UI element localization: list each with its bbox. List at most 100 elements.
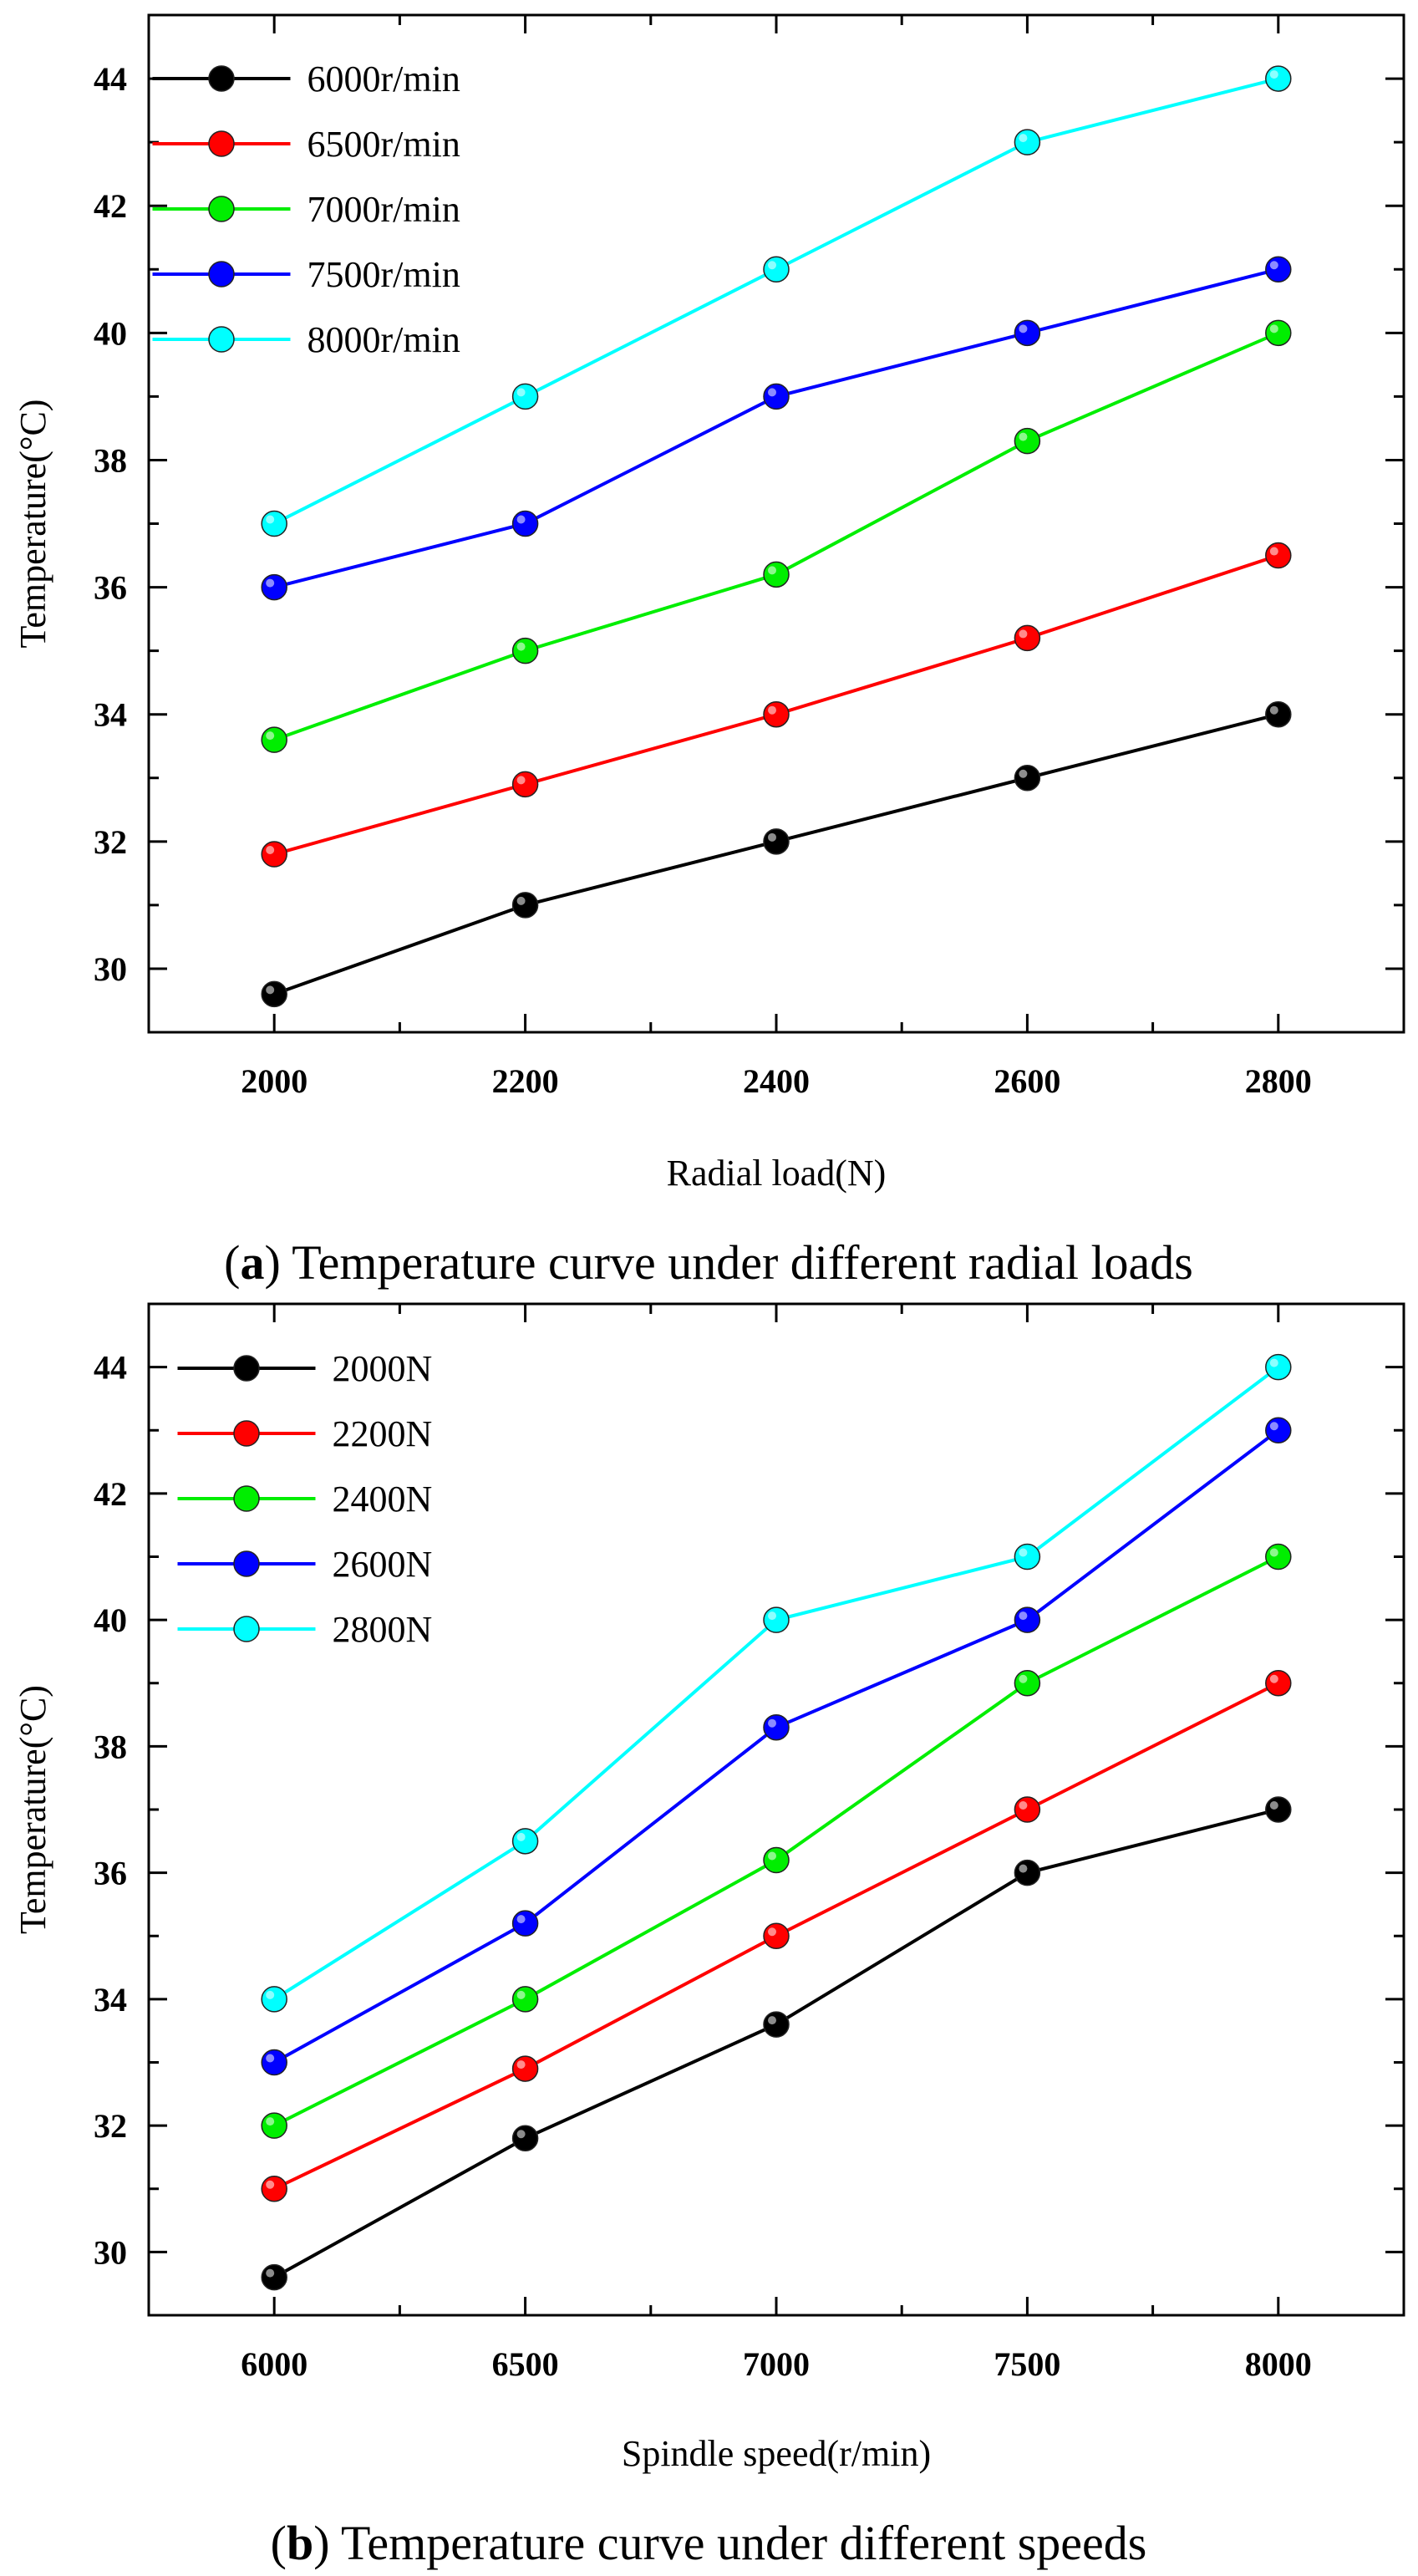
data-point bbox=[1014, 1543, 1041, 1571]
data-point bbox=[1265, 1353, 1292, 1381]
y-tick-label: 40 bbox=[94, 1601, 127, 1639]
plot-frame bbox=[147, 1302, 1405, 2317]
x-tick-label: 6500 bbox=[492, 2345, 559, 2383]
series-line-2800N bbox=[273, 1366, 1280, 2001]
legend-marker bbox=[208, 65, 235, 92]
data-point-highlight bbox=[266, 846, 275, 855]
data-point bbox=[261, 980, 287, 1008]
data-point-highlight bbox=[1269, 324, 1278, 333]
y-axis-label: Temperature(°C) bbox=[13, 400, 53, 649]
data-point-highlight bbox=[1019, 629, 1028, 639]
x-tick-label: 8000 bbox=[1245, 2345, 1312, 2383]
legend-label: 7500r/min bbox=[307, 254, 460, 295]
figure-caption: (b) Temperature curve under different sp… bbox=[271, 2516, 1147, 2570]
data-point-highlight bbox=[1269, 1422, 1278, 1431]
data-point bbox=[1265, 542, 1292, 569]
caption-paren-close: ) bbox=[264, 1235, 280, 1290]
data-point-highlight bbox=[1019, 1801, 1028, 1810]
data-point bbox=[763, 561, 790, 588]
data-point-highlight bbox=[768, 261, 776, 270]
data-point-highlight bbox=[516, 1832, 526, 1841]
data-point-highlight bbox=[516, 776, 526, 785]
data-point-highlight bbox=[768, 705, 776, 715]
data-point-highlight bbox=[768, 2016, 776, 2025]
data-point bbox=[511, 771, 539, 798]
legend-label: 2800N bbox=[333, 1609, 433, 1650]
data-point-highlight bbox=[266, 2054, 275, 2063]
chart-panel-a: 30 32 34 36 38 40 42 44 2000 2200 2400 2600 2800 Radi… bbox=[13, 13, 1405, 1290]
y-tick-label: 44 bbox=[94, 1349, 127, 1387]
series-line-7500r/min bbox=[273, 267, 1279, 589]
plot-frame bbox=[147, 13, 1405, 1034]
data-point bbox=[261, 510, 287, 537]
legend-marker bbox=[233, 1420, 260, 1447]
data-point-highlight bbox=[266, 2268, 275, 2278]
data-point-highlight bbox=[1269, 1674, 1278, 1683]
caption-text: Temperature curve under different radial… bbox=[281, 1235, 1193, 1290]
data-point-highlight bbox=[768, 1851, 776, 1861]
data-point bbox=[1265, 319, 1292, 347]
data-point-highlight bbox=[1269, 261, 1278, 270]
caption-paren-open: ( bbox=[224, 1235, 240, 1290]
x-axis-label: Spindle speed(r/min) bbox=[622, 2433, 931, 2474]
data-point bbox=[1265, 256, 1292, 283]
data-point bbox=[1265, 700, 1292, 728]
data-point bbox=[1014, 1670, 1041, 1697]
data-point-highlight bbox=[266, 985, 275, 995]
data-point-highlight bbox=[516, 1915, 526, 1924]
series-line-2000N bbox=[273, 1808, 1279, 2279]
x-axis-label: Radial load(N) bbox=[667, 1153, 887, 1194]
data-point-highlight bbox=[516, 896, 526, 905]
legend-label: 2600N bbox=[333, 1544, 433, 1585]
data-point-highlight bbox=[1269, 1801, 1278, 1810]
y-tick-label: 32 bbox=[94, 2107, 127, 2145]
legend-marker bbox=[233, 1355, 260, 1382]
data-point-highlight bbox=[266, 2180, 275, 2189]
data-point bbox=[511, 892, 539, 919]
caption-text: Temperature curve under different speeds bbox=[330, 2516, 1147, 2570]
series-line-2600N bbox=[273, 1428, 1280, 2064]
data-point-highlight bbox=[1019, 134, 1028, 143]
x-tick-label: 6000 bbox=[241, 2345, 307, 2383]
legend-marker bbox=[208, 130, 235, 157]
data-point bbox=[261, 726, 287, 753]
data-point bbox=[763, 700, 790, 728]
y-tick-label: 30 bbox=[94, 2233, 127, 2271]
data-point-highlight bbox=[266, 731, 275, 741]
figure-caption: (a) Temperature curve under different ra… bbox=[224, 1235, 1193, 1290]
data-point bbox=[261, 1986, 287, 2013]
data-point-highlight bbox=[516, 642, 526, 651]
data-point-highlight bbox=[768, 566, 776, 575]
data-point bbox=[261, 573, 287, 601]
data-point bbox=[763, 256, 790, 283]
legend-label: 2400N bbox=[333, 1479, 433, 1520]
caption-letter: b bbox=[287, 2516, 313, 2570]
data-point-highlight bbox=[1269, 1548, 1278, 1557]
data-point bbox=[763, 2011, 790, 2038]
data-point-highlight bbox=[516, 1990, 526, 1999]
data-point-highlight bbox=[266, 2117, 275, 2126]
data-point bbox=[261, 2112, 287, 2139]
data-point-highlight bbox=[1019, 1548, 1028, 1557]
data-point bbox=[1014, 319, 1041, 347]
data-point bbox=[1014, 765, 1041, 792]
data-point-highlight bbox=[1019, 432, 1028, 441]
data-point-highlight bbox=[516, 2060, 526, 2069]
legend-marker bbox=[233, 1485, 260, 1512]
y-tick-label: 44 bbox=[94, 60, 127, 98]
data-point-highlight bbox=[516, 2130, 526, 2139]
legend: 6000r/min 6500r/min 7000r/min 7500r/min 8000… bbox=[152, 59, 460, 360]
data-point bbox=[1265, 1417, 1292, 1443]
data-point-highlight bbox=[1019, 1864, 1028, 1873]
data-point bbox=[1265, 1796, 1292, 1823]
legend-marker bbox=[233, 1616, 260, 1642]
data-point bbox=[511, 510, 539, 537]
data-point bbox=[511, 637, 539, 664]
legend-label: 2200N bbox=[333, 1413, 433, 1454]
x-tick-label: 2400 bbox=[743, 1062, 810, 1100]
legend: 2000N 2200N 2400N 2600N 2800N bbox=[177, 1348, 433, 1650]
data-point-highlight bbox=[768, 388, 776, 397]
data-point-highlight bbox=[768, 1611, 776, 1621]
data-point bbox=[1014, 1859, 1041, 1886]
